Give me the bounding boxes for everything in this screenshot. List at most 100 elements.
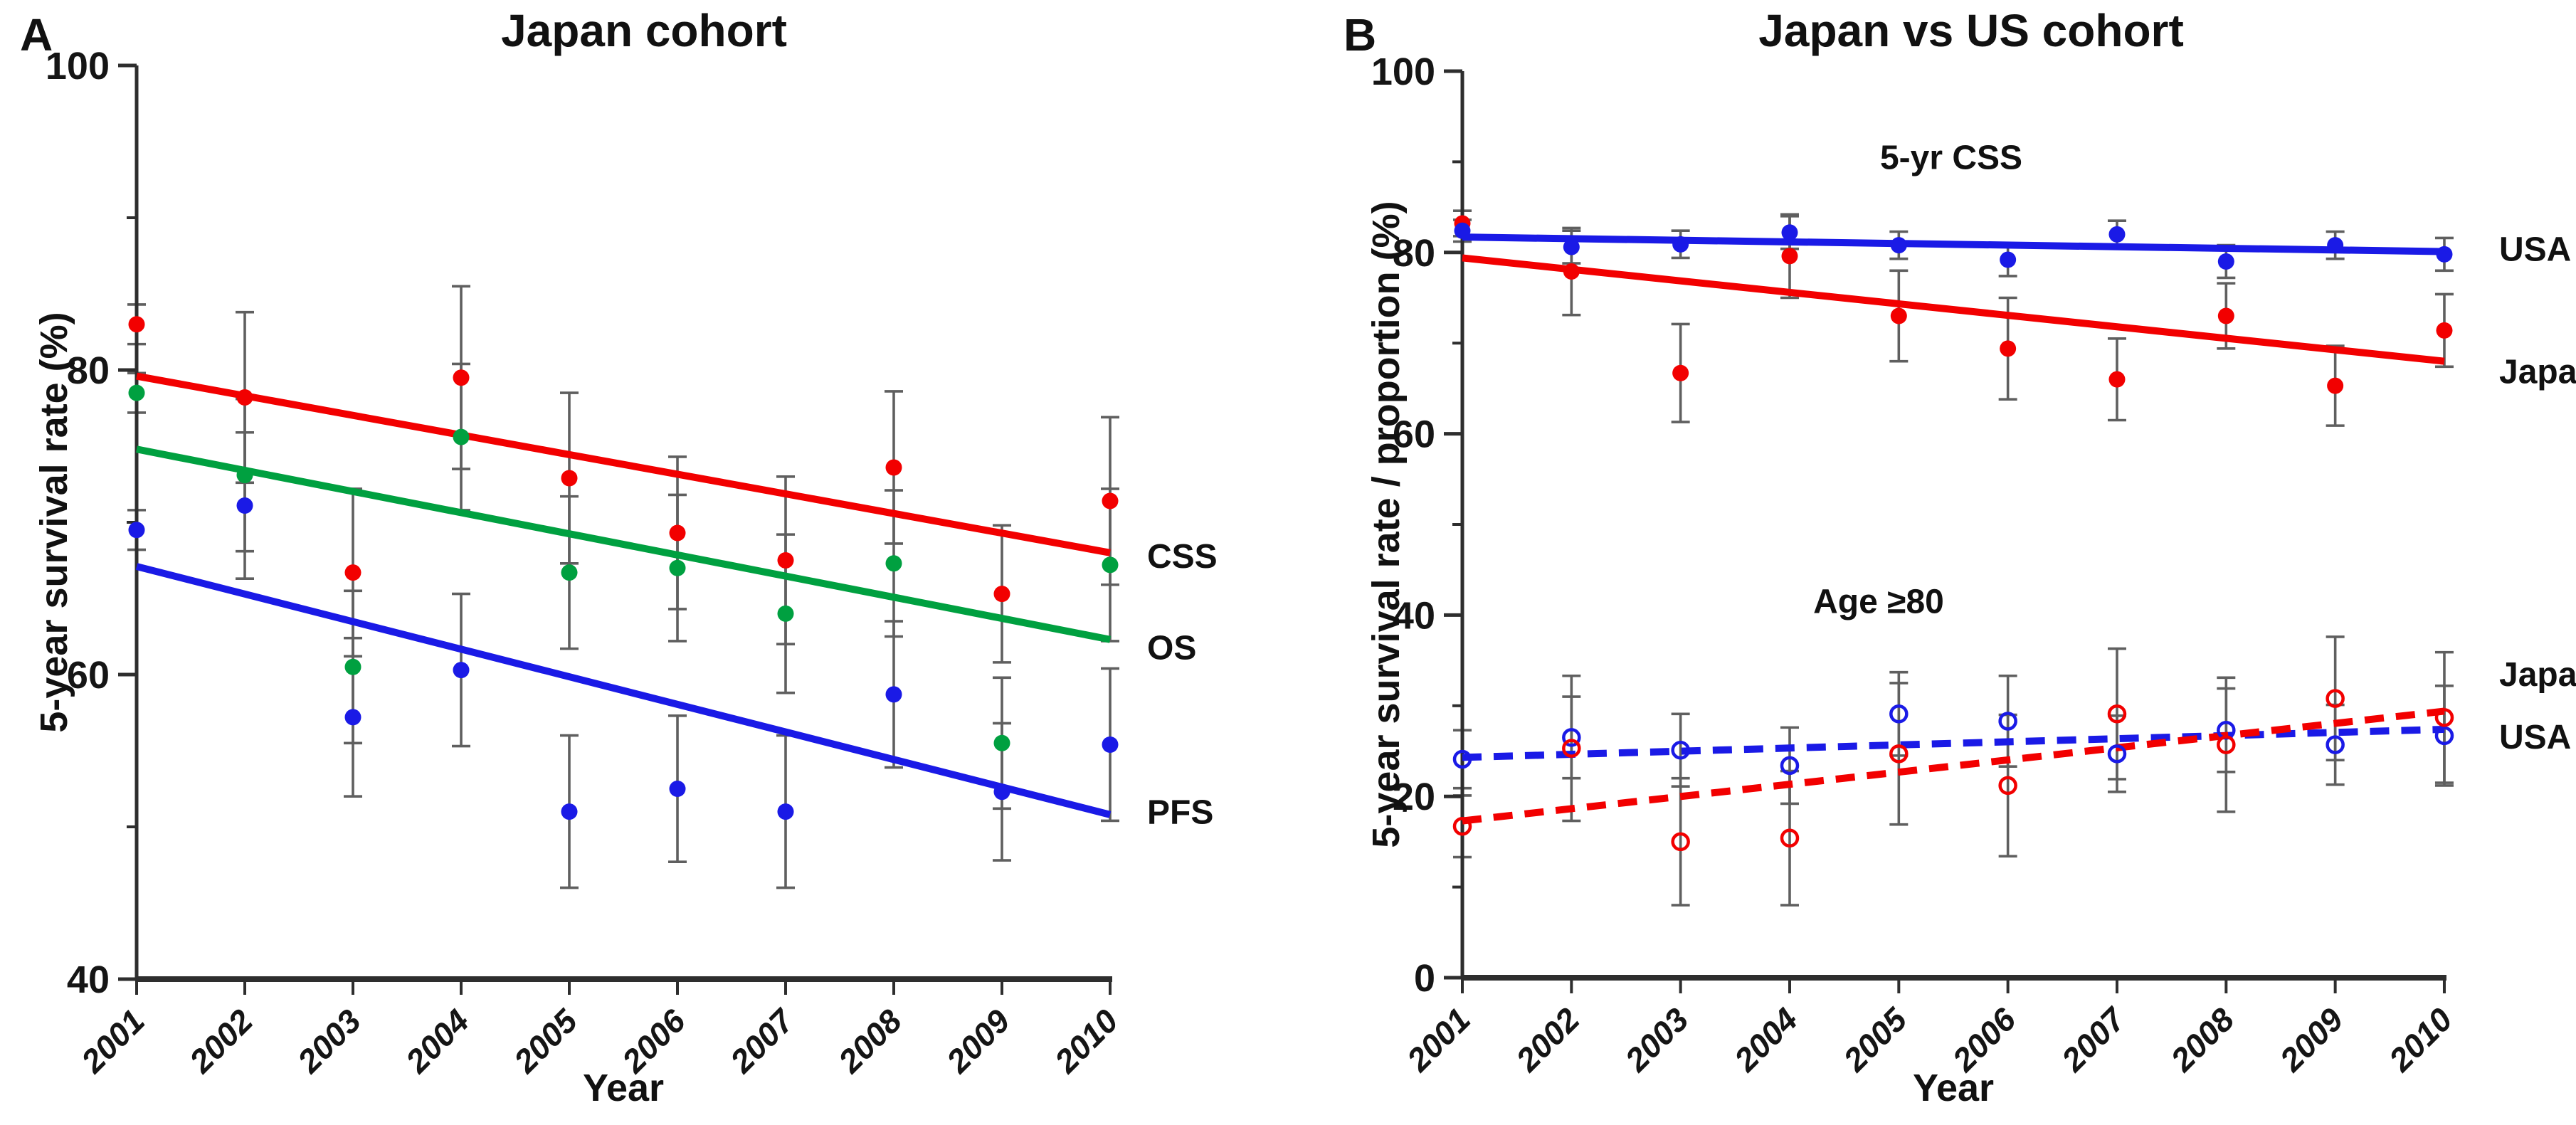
data-point-open (2217, 735, 2236, 754)
data-point-open (1671, 740, 1690, 760)
x-tick-label: 2007 (722, 1001, 802, 1081)
data-point-open (2434, 726, 2454, 746)
trend-lines-layer (1462, 233, 2445, 825)
x-tick-label: 2009 (2272, 1000, 2350, 1079)
x-tick-label: 2002 (181, 1002, 260, 1080)
data-point-open (2107, 744, 2127, 764)
error-bars-layer (1453, 209, 2454, 907)
data-point-open (1671, 832, 1690, 852)
data-point (1890, 237, 1907, 254)
y-tick-label: 0 (1414, 957, 1435, 1000)
panel-a-x-axis-label: Year (582, 1067, 665, 1109)
series-label-japan: Japan (2499, 656, 2576, 694)
trend-line-japan (1462, 707, 2445, 825)
data-point (1672, 236, 1689, 253)
x-tick-label: 2010 (2381, 1000, 2459, 1079)
data-point-open (1998, 712, 2017, 731)
data-point-open (1998, 776, 2017, 796)
data-point (2000, 340, 2017, 357)
x-tick-label: 2009 (939, 1002, 1017, 1080)
data-point (128, 384, 145, 401)
data-point (1890, 307, 1907, 324)
y-tick-label: 60 (1393, 413, 1435, 456)
data-point (453, 662, 470, 679)
data-point (1454, 222, 1471, 239)
data-point (993, 734, 1010, 751)
data-point (777, 552, 794, 569)
x-tick-label: 2001 (73, 1002, 152, 1080)
markers-layer (128, 316, 1119, 820)
panel-a-title: Japan cohort (501, 5, 787, 56)
data-point-open (2326, 689, 2345, 708)
data-point-open (1452, 816, 1472, 836)
data-point (128, 522, 145, 539)
data-point-open (1889, 744, 1909, 764)
panel-a-letter: A (20, 9, 53, 60)
x-tick-label: 2005 (506, 1001, 585, 1080)
x-tick-label: 2008 (2163, 1000, 2242, 1079)
x-tick-label: 2003 (290, 1002, 368, 1080)
data-point-open (2326, 735, 2345, 754)
data-point (344, 658, 361, 675)
data-point-open (1452, 749, 1472, 769)
data-point (2108, 226, 2126, 243)
data-point (1781, 224, 1798, 241)
data-point (561, 470, 578, 487)
panel-a-y-axis-label: 5-year survival rate (%) (33, 312, 75, 733)
y-tick-label: 80 (67, 349, 110, 392)
y-tick-label: 40 (1393, 594, 1435, 637)
data-point (1102, 736, 1119, 753)
data-point-open (2107, 704, 2127, 724)
data-point (453, 428, 470, 445)
data-point (561, 564, 578, 581)
data-point-open (2434, 708, 2454, 727)
data-point (2327, 237, 2344, 254)
x-tick-label: 2001 (1399, 1000, 1477, 1079)
x-tick-label: 2002 (1509, 1000, 1587, 1079)
panel-b-annotation-css: 5-yr CSS (1879, 139, 2023, 177)
data-point (885, 555, 902, 572)
data-point-open (1562, 728, 1581, 747)
series-label-japan: Japan (2499, 354, 2576, 391)
data-point (561, 803, 578, 820)
data-point (885, 686, 902, 703)
data-point (2217, 307, 2234, 324)
data-point (1102, 492, 1119, 509)
x-tick-label: 2004 (1726, 1000, 1805, 1079)
data-point (1781, 248, 1798, 265)
data-point (1563, 238, 1580, 255)
data-point (2108, 371, 2126, 388)
y-tick-label: 100 (46, 45, 110, 88)
panel-b-title: Japan vs US cohort (1758, 5, 2184, 56)
data-point (2327, 377, 2344, 394)
data-point (993, 586, 1010, 603)
trend-line-css (136, 372, 1111, 556)
data-point-open (1889, 704, 1909, 724)
data-point (2000, 251, 2017, 268)
trend-lines-layer (135, 372, 1112, 818)
data-point-open (1780, 828, 1800, 848)
error-bars-layer (127, 285, 1119, 889)
data-point-open (1562, 739, 1581, 758)
data-point (777, 605, 794, 622)
panel-b-letter: B (1344, 9, 1377, 60)
x-tick-label: 2004 (398, 1002, 476, 1080)
x-tick-label: 2007 (2054, 1000, 2133, 1079)
series-label-pfs: PFS (1147, 794, 1213, 832)
series-label-usa: USA (2499, 719, 2571, 756)
data-point (1563, 263, 1580, 280)
data-point-open (1780, 756, 1800, 776)
panel-b-x-axis-label: Year (1912, 1067, 1995, 1109)
series-label-css: CSS (1147, 538, 1218, 576)
data-point (2217, 253, 2234, 270)
data-point (1102, 556, 1119, 574)
series-label-os: OS (1147, 629, 1196, 667)
trend-line-pfs (135, 563, 1112, 818)
y-tick-label: 40 (67, 958, 110, 1001)
data-point (2436, 245, 2453, 263)
